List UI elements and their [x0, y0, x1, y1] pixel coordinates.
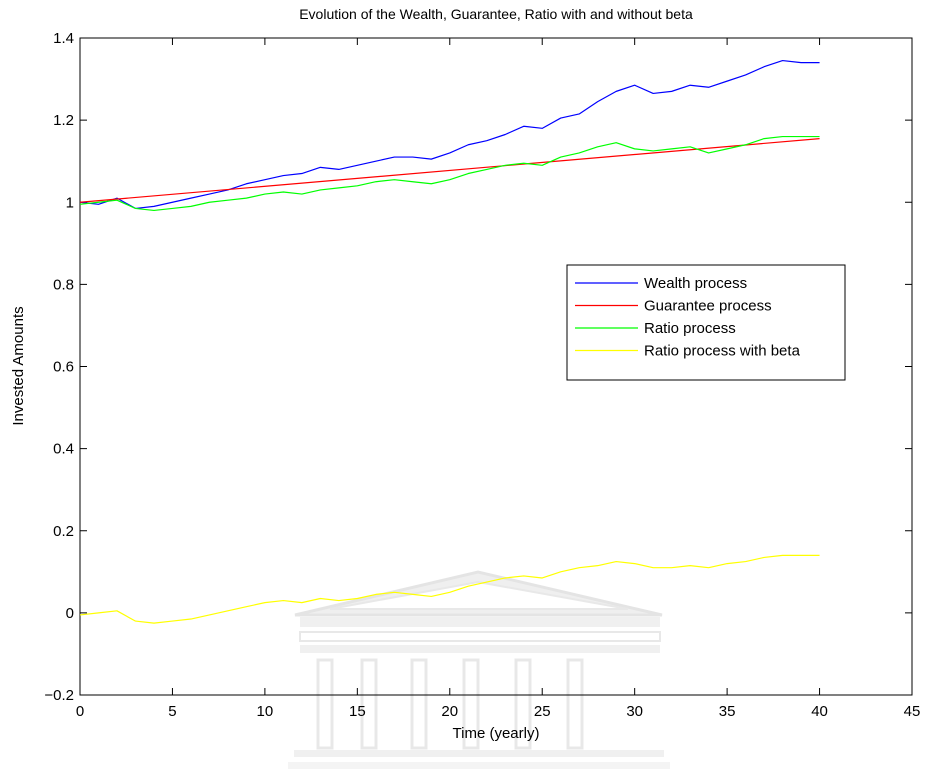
x-tick-label: 35 — [719, 703, 736, 720]
legend: Wealth process Guarantee process Ratio pro… — [566, 264, 846, 381]
series-layer — [79, 59, 820, 624]
x-axis-label: Time (yearly) — [453, 725, 540, 742]
university-building-watermark — [288, 570, 670, 769]
y-axis: −0.2 0 0.2 0.4 0.6 0.8 1 1.2 1.4 — [44, 30, 912, 704]
legend-label: Guarantee process — [644, 298, 772, 315]
y-tick-label: 1.4 — [53, 30, 74, 47]
series-line-2 — [79, 138, 820, 203]
y-tick-label: 0.4 — [53, 441, 74, 458]
y-tick-label: 0.6 — [53, 359, 74, 376]
x-tick-label: 15 — [349, 703, 366, 720]
y-tick-label: 0 — [66, 605, 74, 622]
x-tick-label: 0 — [76, 703, 84, 720]
y-tick-label: 0.8 — [53, 276, 74, 293]
x-tick-label: 20 — [441, 703, 458, 720]
x-tick-label: 45 — [904, 703, 921, 720]
legend-label: Wealth process — [644, 275, 747, 292]
x-tick-label: 10 — [257, 703, 274, 720]
x-tick-label: 5 — [168, 703, 176, 720]
x-tick-label: 25 — [534, 703, 551, 720]
legend-label: Ratio process with beta — [644, 343, 801, 360]
y-tick-label: 1 — [66, 194, 74, 211]
legend-label: Ratio process — [644, 320, 736, 337]
legend-items: Wealth process Guarantee process Ratio pro… — [575, 275, 801, 360]
x-tick-label: 30 — [626, 703, 643, 720]
y-tick-label: 0.2 — [53, 523, 74, 540]
y-tick-label: 1.2 — [53, 112, 74, 129]
chart-title: Evolution of the Wealth, Guarantee, Rati… — [299, 6, 693, 22]
y-tick-label: −0.2 — [44, 687, 74, 704]
series-line-1 — [79, 59, 820, 210]
x-tick-label: 40 — [811, 703, 828, 720]
y-axis-label: Invested Amounts — [10, 306, 27, 425]
x-axis: 0 5 10 15 20 25 30 35 40 45 — [76, 38, 921, 720]
legend-box — [566, 264, 846, 381]
series-line-4 — [79, 554, 820, 624]
series-line-3 — [79, 135, 820, 212]
